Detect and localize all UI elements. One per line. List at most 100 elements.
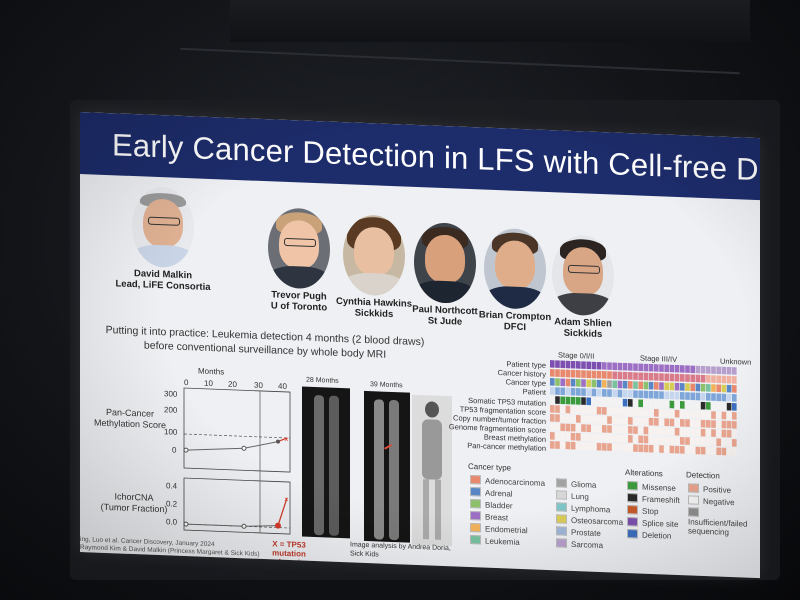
heatmap-cell: [581, 442, 586, 450]
heatmap-cell: [581, 388, 586, 396]
legend-item: Lymphoma: [556, 502, 610, 514]
heatmap-cell: [674, 364, 680, 373]
legend-item: Breast: [470, 510, 508, 522]
heatmap-cell: [669, 418, 675, 427]
legend-swatch: [470, 522, 481, 533]
heatmap-cell: [700, 410, 706, 419]
heatmap-cell: [732, 439, 737, 447]
y-tick: 0.0: [166, 517, 178, 527]
heatmap-cell: [726, 402, 732, 411]
heatmap-cell: [648, 426, 654, 435]
heatmap-cell: [654, 418, 659, 426]
heatmap-cell: [560, 423, 565, 432]
heatmap-cell: [576, 388, 581, 396]
heatmap-cell: [706, 393, 711, 401]
heatmap-cell: [690, 365, 695, 374]
heatmap-cell: [711, 375, 716, 383]
heatmap-cell: [711, 429, 716, 437]
data-point: [276, 439, 280, 444]
legend-label: Bladder: [485, 500, 513, 511]
top-panel-frame: [183, 387, 291, 473]
heatmap-cell: [685, 410, 690, 418]
heatmap-cell: [550, 432, 555, 440]
heatmap-cell: [695, 419, 701, 428]
heatmap-cell: [643, 435, 649, 444]
data-point: [183, 447, 189, 453]
heatmap-cell: [716, 375, 721, 384]
legend-label: Adenocarcinoma: [485, 476, 546, 488]
legend-title-detection: Detection: [686, 470, 720, 481]
heatmap-cell: [607, 380, 612, 388]
heatmap-cell: [664, 382, 670, 391]
heatmap-cell: [617, 362, 623, 371]
heatmap-cell: [638, 363, 644, 372]
heatmap-cell: [674, 382, 680, 391]
legend-label: Lymphoma: [571, 503, 611, 515]
heatmap-cell: [659, 364, 664, 372]
mri-image-28-months: [302, 386, 350, 539]
heatmap-cell: [716, 411, 721, 420]
y-tick: 0.4: [166, 481, 178, 491]
legend-label: Positive: [703, 484, 732, 496]
legend-label: Endometrial: [485, 524, 528, 536]
heatmap-cell: [565, 441, 571, 450]
heatmap-cell: [721, 447, 727, 456]
heatmap-cell: [570, 432, 576, 441]
legend-item: Splice site: [627, 517, 678, 529]
heatmap-cell: [555, 360, 560, 368]
heatmap-cell: [596, 388, 602, 397]
heatmap-cell: [570, 360, 576, 369]
heatmap-cell: [695, 383, 701, 392]
heatmap-cell: [700, 446, 706, 455]
heatmap-cell: [622, 389, 628, 398]
heatmap-cell: [633, 435, 638, 443]
heatmap-cell: [581, 370, 586, 378]
heatmap-cell: [685, 383, 690, 391]
legend-item: Endometrial: [470, 522, 528, 536]
heatmap-cell: [690, 437, 695, 446]
heatmap-cell: [555, 432, 560, 440]
heatmap-cell: [732, 367, 737, 375]
heatmap-cell: [674, 436, 680, 445]
heatmap-cell: [659, 418, 664, 426]
heatmap-cell: [648, 363, 654, 372]
heatmap-cell: [711, 411, 716, 419]
heatmap-cell: [607, 371, 612, 379]
legend-swatch: [556, 478, 567, 488]
heatmap-cell: [638, 426, 644, 435]
heatmap-cell: [596, 361, 602, 370]
heatmap-cell: [622, 416, 628, 425]
image-credit: Image analysis by Andrea Doria, Sick Kid…: [350, 541, 451, 559]
heatmap-cell: [721, 366, 727, 375]
heatmap-cell: [628, 426, 633, 434]
heatmap-cell: [596, 406, 602, 415]
legend-label: Leukemia: [485, 536, 520, 547]
legend-label: Missense: [642, 482, 676, 493]
heatmap-cell: [721, 384, 727, 393]
heatmap-cell: [550, 387, 555, 395]
heatmap-cell: [607, 425, 612, 433]
heatmap-cell: [596, 415, 602, 424]
heatmap-cell: [586, 370, 592, 379]
heatmap-cell: [700, 392, 706, 401]
heatmap-cell: [576, 397, 581, 405]
heatmap-cell: [648, 390, 654, 399]
heatmap-cell: [695, 437, 701, 446]
heatmap-cell: [628, 381, 633, 389]
heatmap-cell: [596, 370, 602, 379]
heatmap-cell: [659, 391, 664, 399]
y-tick: 100: [164, 427, 178, 437]
legend-item: Stop: [627, 505, 658, 516]
heatmap-cell: [726, 393, 732, 402]
threshold-line: [184, 433, 290, 439]
heatmap-cell: [607, 443, 612, 451]
heatmap-cell: [680, 392, 685, 400]
heatmap-cell: [550, 441, 555, 449]
stage-label: Unknown: [720, 356, 752, 367]
heatmap-cell: [581, 424, 586, 432]
person-card-malkin: David Malkin Lead, LiFE Consortia: [108, 185, 218, 293]
heatmap-cell: [633, 426, 638, 434]
legend-item: Missense: [627, 481, 676, 493]
bottom-panel-frame: [183, 477, 291, 535]
heatmap-cell: [700, 437, 706, 446]
